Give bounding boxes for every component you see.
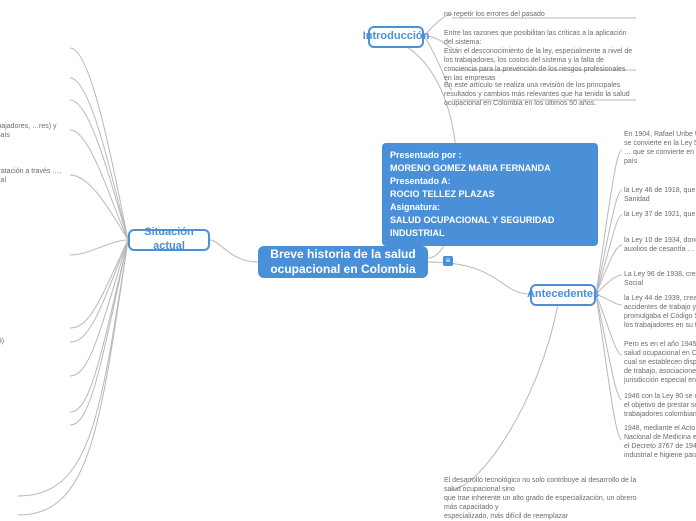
leaf-text: …9% son operarios y de ellos el 60% …(Ka… xyxy=(0,338,4,345)
branch-label: Situación actual xyxy=(140,226,198,254)
ante-leaf[interactable]: la Ley 37 de 1921, que establecía un seg… xyxy=(624,210,696,219)
ante-leaf[interactable]: 1946 con la Ley 90 se crea el Instituto … xyxy=(624,392,696,419)
ante-leaf[interactable]: Pero es en el año 1945 cuando se afianza… xyxy=(624,340,696,385)
ante-leaf[interactable]: La Ley 96 de 1938, creación del Minister… xyxy=(624,270,696,288)
situ-leaf[interactable]: …das, que …que atienden al mayor número … xyxy=(0,370,70,379)
situ-leaf[interactable]: …lecimientos industriales son …presas (m… xyxy=(0,122,70,140)
branch-introduccion[interactable]: Introducción xyxy=(368,26,424,48)
ante-leaf[interactable]: la Ley 10 de 1934, donde se crea la ofic… xyxy=(624,236,696,254)
intro-leaf[interactable]: Entre las razones que posibilitan las cr… xyxy=(444,29,634,84)
ante-leaf-bottom[interactable]: El desarrollo tecnológico no solo contri… xyxy=(444,476,644,521)
leaf-text: no repetir los errores del pasado xyxy=(444,11,545,18)
leaf-text: …lecimientos industriales son …presas (m… xyxy=(0,123,57,139)
leaf-text: 1948, mediante el Acto Legislativo No.77… xyxy=(624,425,696,459)
situ-leaf[interactable]: …de Condiciones de Salud y Trabajo xyxy=(0,252,70,261)
ante-leaf[interactable]: 1948, mediante el Acto Legislativo No.77… xyxy=(624,424,696,460)
branch-label: Antecedentes xyxy=(527,288,599,302)
branch-situacion-actual[interactable]: Situación actual xyxy=(128,229,210,251)
central-title: Breve historia de la salud ocupacional e… xyxy=(268,247,418,277)
ante-leaf[interactable]: la Ley 44 de 1939, creación de indemniza… xyxy=(624,294,696,330)
situ-leaf[interactable]: …ctor agroindustrial representa cerca de… xyxy=(0,44,70,53)
pres-by-label: Presentado por : xyxy=(390,149,590,162)
central-topic[interactable]: Breve historia de la salud ocupacional e… xyxy=(258,246,428,278)
intro-leaf[interactable]: no repetir los errores del pasado xyxy=(444,10,634,19)
leaf-text: la Ley 10 de 1934, donde se crea la ofic… xyxy=(624,237,696,253)
branch-antecedentes[interactable]: Antecedentes xyxy=(530,284,596,306)
ante-leaf[interactable]: la Ley 46 de 1918, que dictaminaba medid… xyxy=(624,186,696,204)
branch-label: Introducción xyxy=(363,30,430,44)
leaf-text: La Ley 96 de 1938, creación del Minister… xyxy=(624,271,696,287)
situ-leaf[interactable]: …riesgos xyxy=(0,493,70,502)
notes-icon[interactable] xyxy=(443,256,453,266)
leaf-text: la Ley 44 de 1939, creación de indemniza… xyxy=(624,295,696,329)
pres-by: MORENO GOMEZ MARIA FERNANDA xyxy=(390,162,590,175)
leaf-text: …ién llamada Ley de Flexibilización …edi… xyxy=(0,168,61,184)
situ-leaf[interactable]: …ra le genera al país un aproximado xyxy=(0,324,70,333)
leaf-text: En 1904, Rafael Uribe Uribe trata la seg… xyxy=(624,131,696,165)
pres-to: ROCIO TELLEZ PLAZAS xyxy=(390,188,590,201)
situ-leaf[interactable]: …9% son operarios y de ellos el 60% …(Ka… xyxy=(0,337,70,346)
leaf-text: En este artículo se realiza una revisión… xyxy=(444,82,630,107)
situ-leaf[interactable]: …2646 pretende dar una respuesta xyxy=(0,409,70,418)
situ-leaf[interactable]: …trés a los que se ven expuestos los xyxy=(0,422,70,431)
leaf-text: El desarrollo tecnológico no solo contri… xyxy=(444,477,637,520)
leaf-text: Entre las razones que posibilitan las cr… xyxy=(444,30,632,82)
situ-leaf[interactable]: …exportación son petróleo y sus …roníque… xyxy=(0,96,70,105)
pres-asig-label: Asignatura: xyxy=(390,201,590,214)
pres-to-label: Presentado A: xyxy=(390,175,590,188)
leaf-text: Pero es en el año 1945 cuando se afianza… xyxy=(624,341,696,384)
ante-leaf[interactable]: En 1904, Rafael Uribe Uribe trata la seg… xyxy=(624,130,696,166)
intro-leaf[interactable]: En este artículo se realiza una revisión… xyxy=(444,81,634,108)
situ-leaf[interactable]: …ién llamada Ley de Flexibilización …edi… xyxy=(0,167,70,185)
leaf-text: 1946 con la Ley 90 se crea el Instituto … xyxy=(624,393,696,418)
situ-leaf[interactable]: …y del sector de químicos con el 14%. xyxy=(0,76,70,85)
presentation-card[interactable]: Presentado por : MORENO GOMEZ MARIA FERN… xyxy=(382,143,598,246)
leaf-text: la Ley 37 de 1921, que establecía un seg… xyxy=(624,211,696,218)
pres-asig: SALUD OCUPACIONAL Y SEGURIDAD INDUSTRIAL xyxy=(390,214,590,240)
leaf-text: la Ley 46 de 1918, que dictaminaba medid… xyxy=(624,187,696,203)
